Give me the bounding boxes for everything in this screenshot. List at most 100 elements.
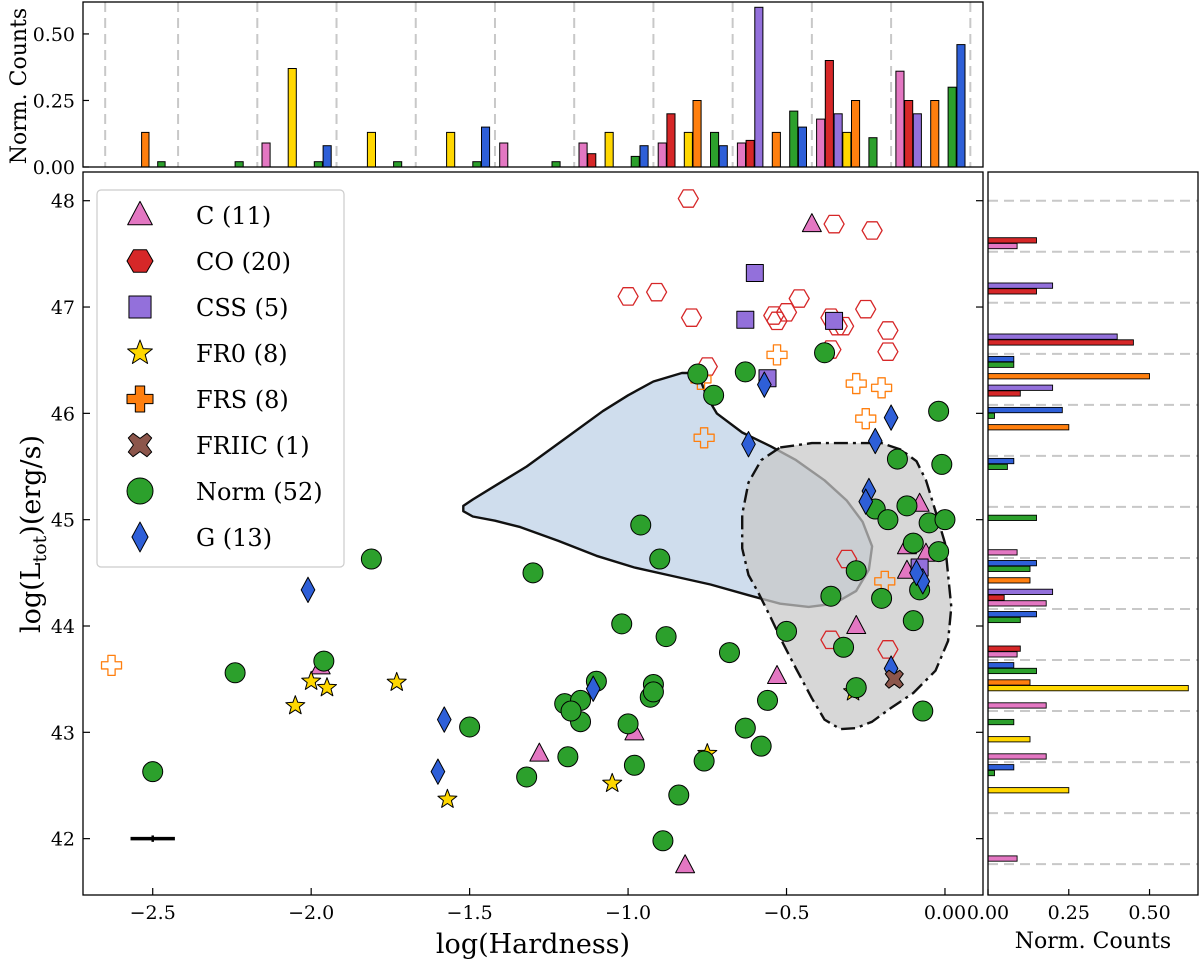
point-frs bbox=[693, 427, 715, 449]
right-bar-css bbox=[987, 282, 1054, 289]
y-axis-ticks: 42 43 44 45 46 47 48 bbox=[51, 191, 983, 851]
point-norm bbox=[630, 514, 652, 536]
top-bar-co bbox=[824, 60, 834, 168]
legend-marker-norm bbox=[126, 477, 154, 505]
top-bar-fr0 bbox=[287, 68, 297, 168]
right-bar-co bbox=[987, 237, 1037, 244]
right-bar-c bbox=[987, 702, 1047, 709]
point-co bbox=[680, 308, 703, 327]
right-bar-fr0 bbox=[987, 736, 1031, 743]
legend-marker-g bbox=[131, 521, 149, 553]
point-g bbox=[883, 404, 899, 431]
point-c bbox=[846, 615, 867, 635]
top-bar-co bbox=[587, 153, 597, 168]
point-norm bbox=[522, 562, 544, 584]
point-g bbox=[867, 427, 883, 455]
point-c bbox=[767, 664, 788, 684]
point-co bbox=[877, 342, 899, 361]
point-norm bbox=[557, 746, 579, 768]
top-bar-fr0 bbox=[366, 131, 376, 168]
y-tick-label: 43 bbox=[51, 722, 75, 744]
point-co bbox=[677, 189, 699, 208]
top-histogram-bars bbox=[141, 6, 966, 168]
legend-label-fr0: FR0 (8) bbox=[196, 340, 288, 368]
point-norm bbox=[459, 716, 481, 738]
right-bar-g bbox=[987, 662, 1015, 669]
right-bar-fr0 bbox=[987, 787, 1070, 794]
point-norm bbox=[718, 642, 740, 664]
x-tick-label: −1.5 bbox=[447, 902, 493, 924]
top-bar-co bbox=[904, 100, 914, 168]
main-plot-frame bbox=[82, 171, 984, 896]
top-bar-g bbox=[322, 145, 332, 168]
point-frs bbox=[855, 408, 877, 430]
top-bar-frs bbox=[930, 100, 940, 168]
point-norm bbox=[934, 509, 956, 531]
point-norm bbox=[757, 689, 779, 711]
y-tick-label: 42 bbox=[51, 829, 75, 851]
right-bar-co bbox=[987, 645, 1021, 652]
point-norm bbox=[668, 784, 690, 806]
point-norm bbox=[703, 384, 725, 406]
point-norm bbox=[928, 400, 950, 422]
top-bar-css bbox=[833, 113, 843, 168]
point-norm bbox=[871, 587, 893, 609]
point-norm bbox=[886, 448, 908, 470]
y-tick-label: 47 bbox=[51, 297, 75, 319]
right-bar-c bbox=[987, 600, 1047, 607]
point-norm bbox=[896, 495, 918, 517]
top-bar-c bbox=[895, 70, 905, 168]
point-co bbox=[877, 640, 899, 659]
point-norm bbox=[734, 717, 756, 739]
x-tick-label: −2.0 bbox=[288, 902, 334, 924]
point-fr0 bbox=[386, 671, 407, 691]
top-bar-fr0 bbox=[842, 131, 852, 168]
point-g bbox=[300, 576, 316, 604]
right-bar-norm bbox=[987, 412, 995, 419]
right-bar-g bbox=[987, 560, 1037, 567]
error-bar bbox=[130, 835, 175, 842]
legend-marker-frs bbox=[126, 385, 154, 413]
top-bar-c bbox=[657, 142, 667, 168]
point-norm bbox=[313, 650, 335, 672]
point-norm bbox=[655, 626, 677, 648]
right-bar-c bbox=[987, 549, 1018, 556]
right-bar-css bbox=[987, 333, 1118, 340]
right-bar-css bbox=[987, 384, 1054, 391]
point-c bbox=[675, 854, 696, 874]
legend-label-frs: FRS (8) bbox=[196, 386, 289, 414]
point-norm bbox=[687, 363, 709, 385]
right-bar-norm bbox=[987, 769, 995, 777]
point-fr0 bbox=[437, 788, 458, 808]
y-axis-label: log(Ltot)(erg/s) bbox=[16, 435, 51, 633]
point-g bbox=[858, 488, 874, 515]
point-norm bbox=[750, 735, 772, 757]
point-norm bbox=[845, 560, 867, 582]
legend-marker-fr0 bbox=[127, 339, 153, 364]
right-bar-norm bbox=[987, 718, 1015, 726]
right-bar-co bbox=[987, 288, 1037, 295]
y-tick-label: 44 bbox=[51, 616, 75, 638]
top-bar-g bbox=[718, 145, 728, 168]
top-histogram-yticks: 0.00 0.25 0.50 bbox=[33, 24, 89, 179]
legend-marker-css bbox=[128, 295, 152, 319]
right-bar-c bbox=[987, 651, 1018, 658]
legend-marker-friic bbox=[127, 432, 153, 458]
right-bar-frs bbox=[987, 679, 1031, 686]
top-bar-fr0 bbox=[683, 131, 693, 168]
y-tick-label: 48 bbox=[51, 191, 75, 213]
top-bar-norm bbox=[868, 137, 878, 168]
point-norm bbox=[224, 662, 246, 684]
top-bar-fr0 bbox=[446, 131, 456, 168]
point-css bbox=[736, 310, 755, 329]
top-bar-co bbox=[745, 139, 755, 168]
top-bar-frs bbox=[771, 131, 781, 168]
top-bar-frs bbox=[692, 100, 702, 168]
contour-dashdot bbox=[741, 441, 953, 731]
right-xtick-label: 0.50 bbox=[1128, 902, 1170, 924]
point-g bbox=[909, 559, 924, 586]
point-norm bbox=[652, 830, 674, 852]
point-g bbox=[430, 758, 446, 785]
right-bar-norm bbox=[987, 565, 1031, 572]
point-frs bbox=[766, 344, 788, 366]
